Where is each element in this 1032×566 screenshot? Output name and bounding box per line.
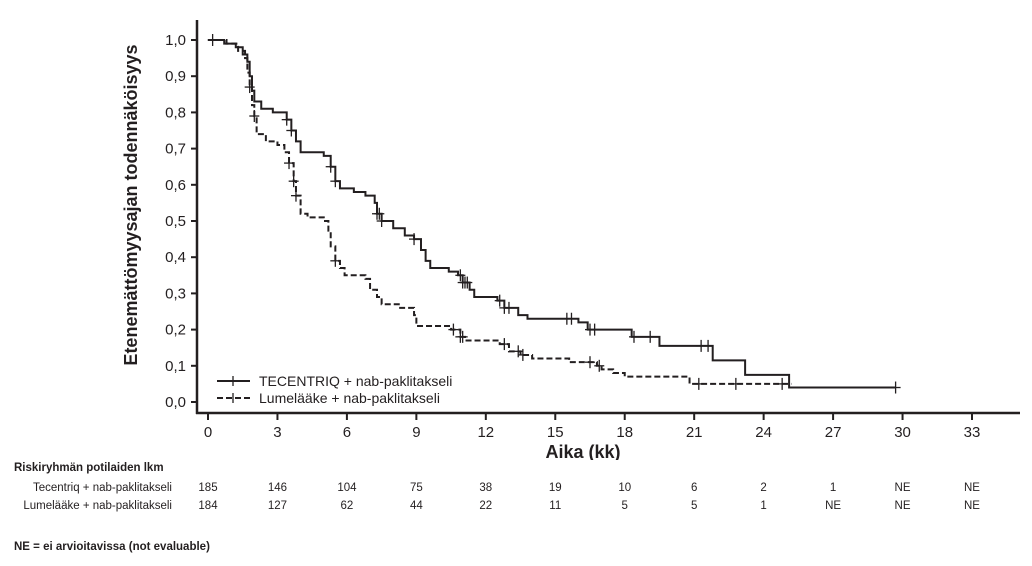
x-tick-label: 24 [755,424,772,441]
y-tick-label: 0,3 [165,285,186,302]
risk-cell: 2 [760,482,767,494]
risk-cell: 5 [690,500,698,512]
y-tick-label: 0,8 [165,104,186,121]
km-chart: 0,0 0,1 0,2 0,3 0,4 0,5 0,6 0,7 0,8 0,9 1,0 0 3 6 9 12 1… [121,20,1020,460]
risk-cell: 127 [267,500,288,512]
risk-cell: NE [825,500,842,512]
risk-cell: 185 [198,482,218,494]
y-tick-label: 0,6 [165,177,186,194]
risk-cell: NE [964,500,980,512]
footnote: NE = ei arvioitavissa (not evaluable) [14,541,210,553]
risk-cell: 146 [267,482,288,494]
risk-cell: 104 [337,482,357,494]
y-axis-title: Etenemättömyysajan todennäköisyys [121,44,141,365]
risk-row-label: Lumelääke + nab-paklitakseli [23,500,172,512]
legend-label-placebo: Lumelääke + nab-paklitakseli [259,390,440,406]
curve-placebo [208,39,792,385]
curves [207,34,901,394]
risk-table-title: Riskiryhmän potilaiden lkm [14,462,164,474]
x-tick-label: 3 [273,424,281,441]
x-axis-title: Aika (kk) [545,442,620,460]
curve-tecentriq [208,39,896,389]
x-tick-label: 21 [686,424,703,441]
x-tick-label: 12 [477,424,494,441]
risk-cell: 184 [198,500,218,512]
y-tick-label: 0,0 [165,394,186,411]
risk-cell: NE [964,482,980,494]
axes: 0,0 0,1 0,2 0,3 0,4 0,5 0,6 0,7 0,8 0,9 1,0 0 3 6 9 12 1… [165,20,1020,441]
legend-label-tecentriq: TECENTRIQ + nab-paklitakseli [259,373,452,389]
y-tick-label: 0,2 [165,322,186,339]
risk-cell: 6 [690,482,698,494]
risk-row-label: Tecentriq + nab-paklitakseli [32,482,172,494]
x-tick-label: 15 [547,424,564,441]
x-tick-label: 27 [825,424,842,441]
risk-cell: 75 [409,482,423,494]
risk-cell: NE [894,482,911,494]
y-tick-label: 0,5 [165,213,186,230]
risk-cell: 10 [618,482,632,494]
legend: TECENTRIQ + nab-paklitakseli Lumelääke +… [217,373,452,406]
x-tick-label: 0 [204,424,212,441]
risk-cell: 1 [760,500,767,512]
x-tick-label: 6 [343,424,351,441]
risk-cell: 19 [548,482,562,494]
risk-cell: 11 [549,500,562,512]
x-tick-label: 30 [894,424,911,441]
risk-cell: 44 [409,500,423,512]
risk-cell: 1 [829,482,837,494]
y-tick-label: 0,7 [165,141,186,158]
y-tick-label: 0,9 [165,68,186,85]
risk-cell: 22 [479,500,493,512]
x-tick-label: 18 [616,424,633,441]
y-tick-label: 0,1 [165,358,186,375]
y-tick-label: 0,4 [165,249,186,266]
x-tick-label: 9 [412,424,420,441]
risk-cell: 38 [479,482,493,494]
x-tick-label: 33 [964,424,981,441]
risk-cell: 5 [621,500,628,512]
risk-cell: NE [894,500,911,512]
y-tick-label: 1,0 [165,32,186,49]
risk-cell: 62 [340,500,354,512]
